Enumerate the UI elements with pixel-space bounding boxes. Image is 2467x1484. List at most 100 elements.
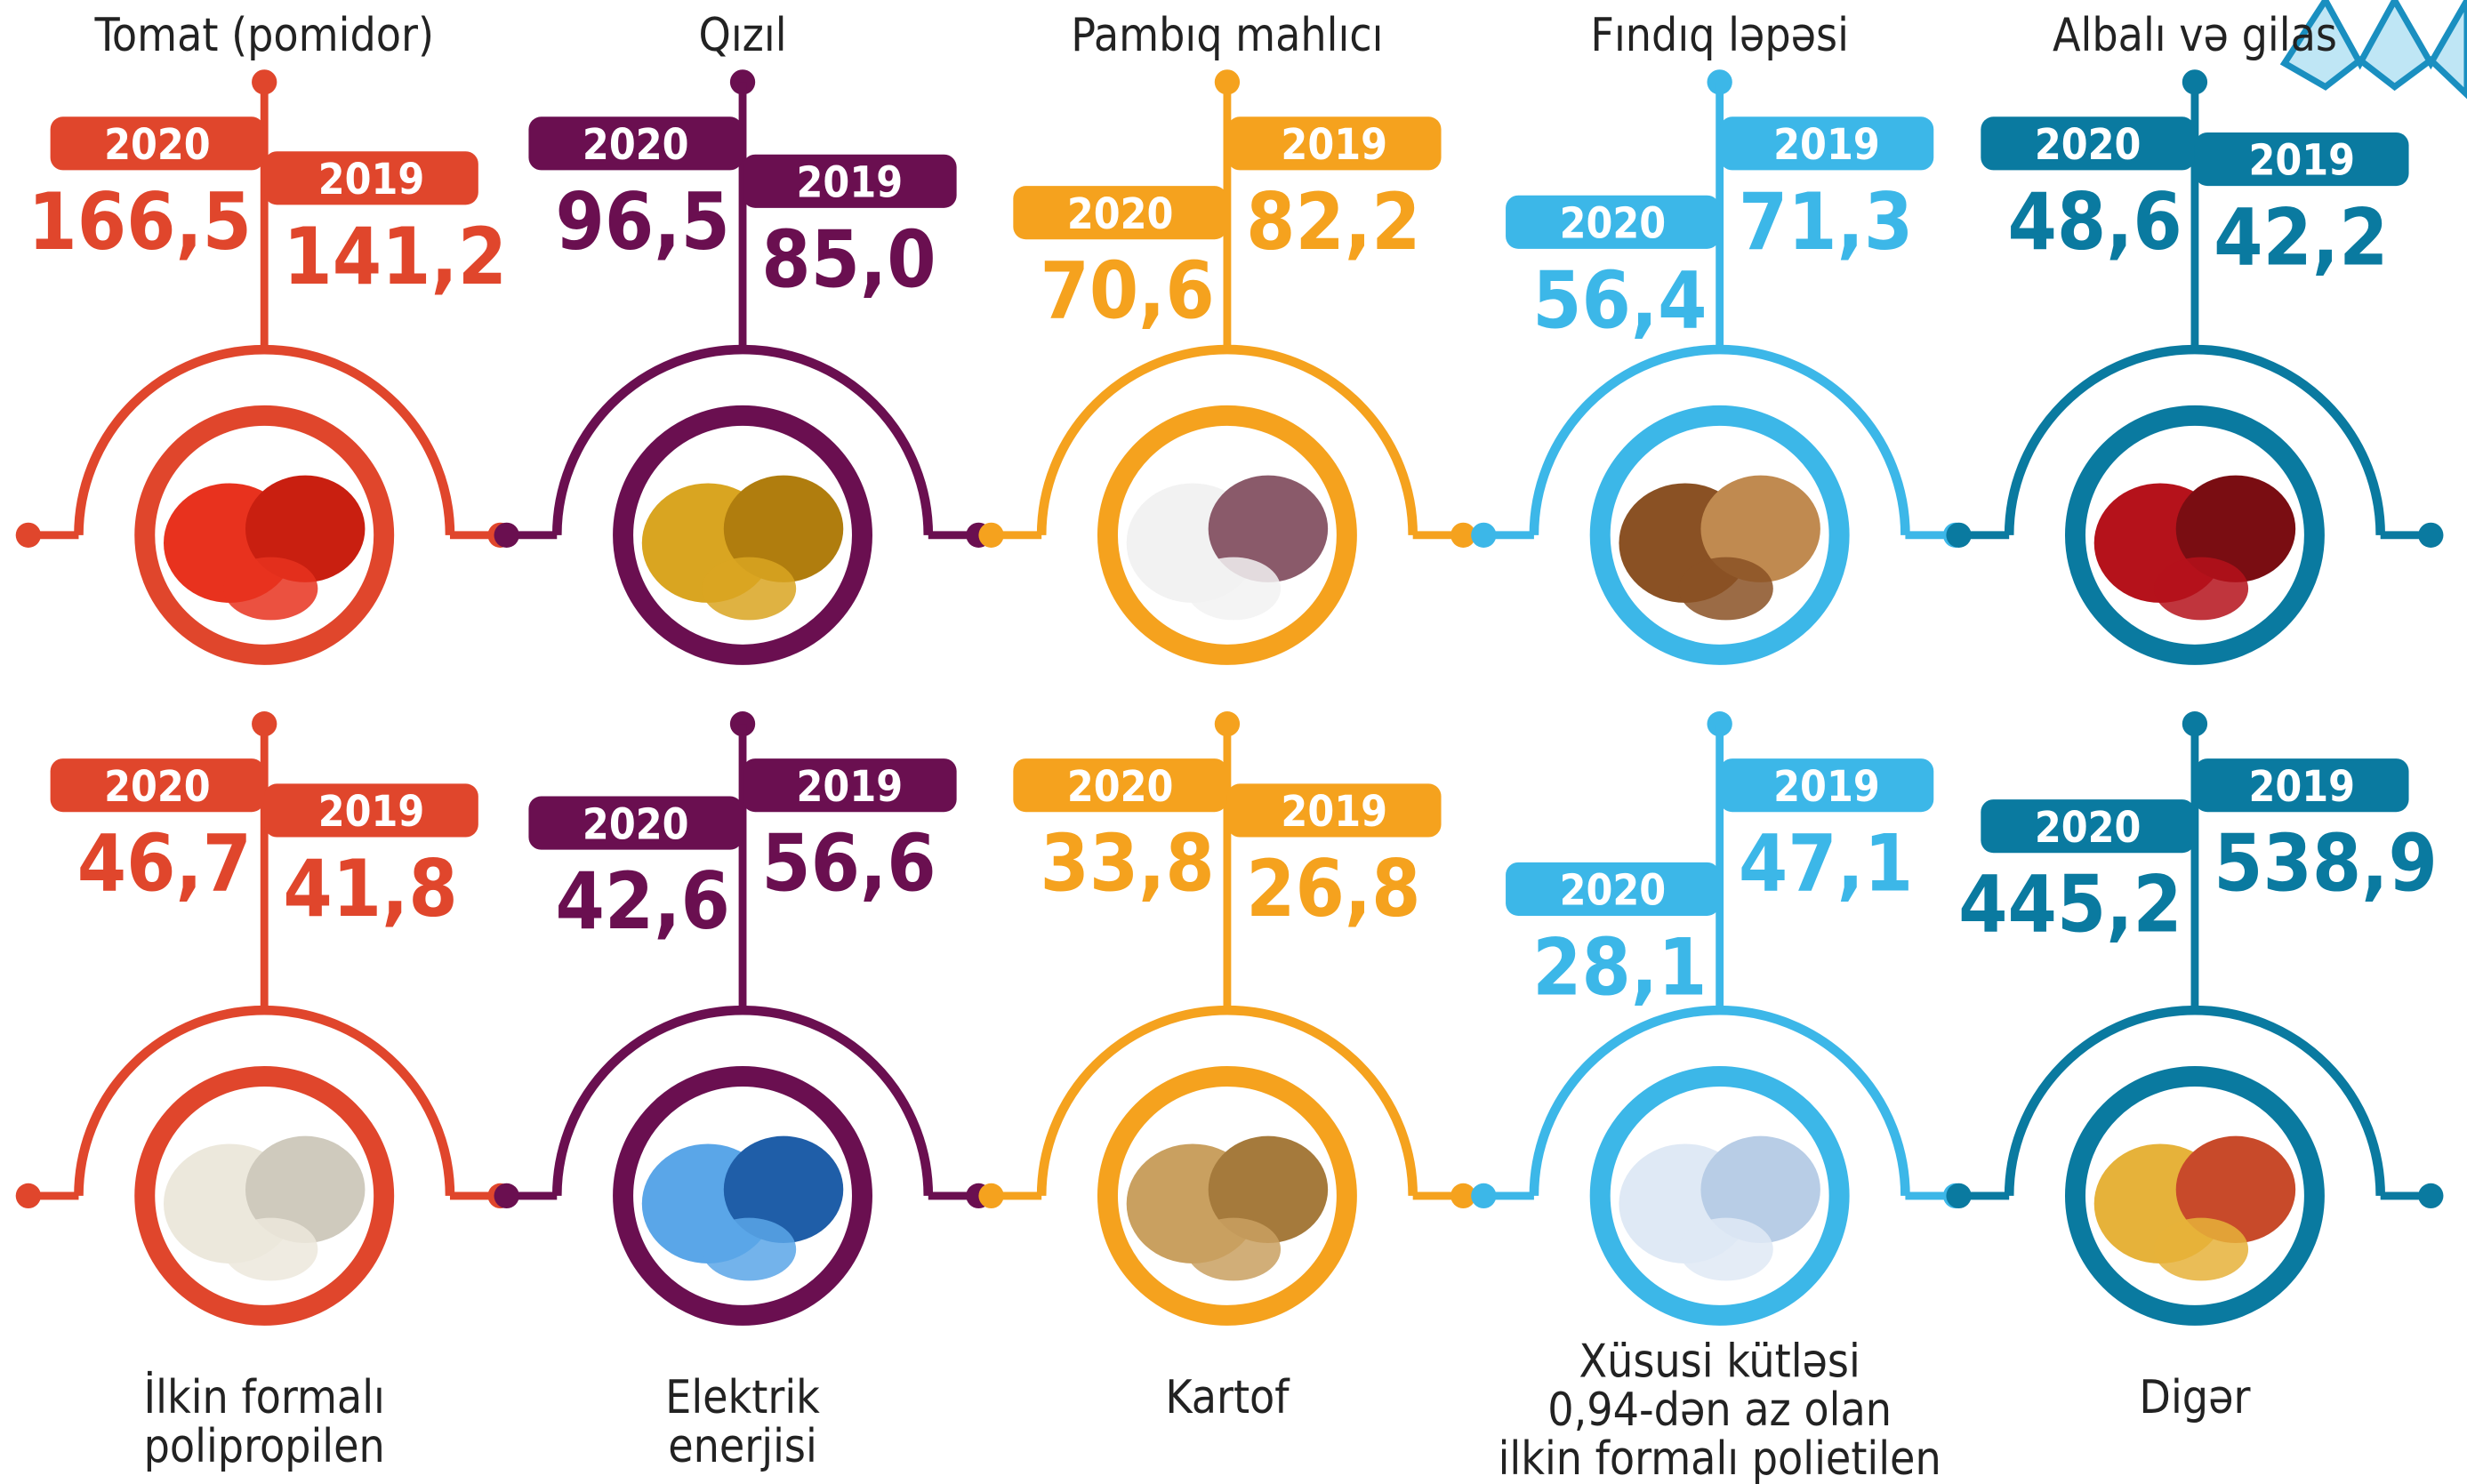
year: 2020 [2035, 121, 2142, 170]
arm-dot [978, 522, 1004, 549]
year: 2020 [1560, 867, 1667, 916]
picture [245, 475, 366, 582]
value: 42,2 [2214, 192, 2388, 284]
pill-2020 [528, 796, 743, 850]
picture [1208, 1135, 1329, 1243]
arc [2004, 1005, 2386, 1196]
year: 2019 [318, 156, 425, 205]
pill-2019 [2194, 758, 2409, 813]
pill-2020 [528, 116, 743, 171]
year: 2019 [1773, 763, 1880, 812]
item: 2020 2019 33,8 26,8 Kartof [978, 711, 1476, 1424]
label: Pambıq mahlıcı [1071, 9, 1383, 62]
picture [2153, 1217, 2249, 1281]
arm-dot [2418, 1183, 2444, 1209]
year: 2019 [318, 788, 425, 837]
arm-dot [1946, 522, 1972, 549]
arc [1529, 1005, 1910, 1196]
picture [1185, 1217, 1282, 1281]
value: 33,8 [1040, 818, 1214, 910]
value: 56,6 [761, 818, 936, 910]
label: Xüsusi kütləsi [1579, 1335, 1860, 1388]
value: 28,1 [1532, 921, 1707, 1013]
item: 2020 2019 70,6 82,2 Pambıq mahlıcı [978, 9, 1476, 665]
picture [702, 1217, 797, 1281]
item: 2020 2019 166,5 141,2 Tomat (pomidor) [15, 9, 513, 665]
value: 26,8 [1246, 843, 1420, 935]
year: 2020 [2035, 804, 2142, 853]
arc [551, 1005, 934, 1196]
pill-2019 [743, 758, 957, 813]
pill-2019 [1719, 758, 1934, 813]
pill-2019 [1226, 783, 1442, 838]
year: 2019 [797, 763, 904, 812]
year: 2020 [583, 800, 689, 849]
value: 141,2 [283, 211, 507, 302]
pill-2020 [1506, 195, 1720, 249]
year: 2020 [583, 121, 689, 170]
pill-2020 [1013, 758, 1227, 813]
picture [723, 475, 844, 582]
arm-dot [978, 1183, 1004, 1209]
year: 2019 [1281, 788, 1387, 837]
value: 41,8 [283, 843, 457, 935]
value: 47,1 [1739, 818, 1913, 910]
value: 71,3 [1739, 176, 1913, 268]
picture [1678, 1217, 1773, 1281]
picture [702, 557, 797, 621]
label: İlkin formalı [144, 1370, 385, 1424]
item: 2020 2019 445,2 538,9 Digər [1946, 711, 2444, 1424]
year: 2020 [1560, 199, 1667, 248]
item: 2020 2019 96,5 85,0 Qızıl [494, 9, 992, 665]
pill-2019 [743, 154, 957, 208]
year: 2020 [104, 121, 211, 170]
label: Qızıl [699, 9, 787, 62]
item: 2020 2019 46,7 41,8 İlkin formalıpolipropile… [15, 711, 513, 1473]
pill-2019 [2194, 132, 2409, 187]
value: 56,4 [1532, 254, 1707, 346]
arm-dot [1471, 1183, 1497, 1209]
picture [245, 1135, 366, 1243]
pill-2020 [50, 116, 265, 171]
pill-2019 [264, 783, 478, 838]
arc [1036, 1005, 1418, 1196]
picture [223, 557, 318, 621]
label: Digər [2139, 1371, 2250, 1424]
picture [1700, 1135, 1820, 1243]
arc [1036, 344, 1418, 535]
arc [74, 344, 455, 535]
label: Tomat (pomidor) [93, 9, 434, 62]
arm-dot [15, 1183, 41, 1209]
pill-2020 [50, 758, 265, 813]
arm-dot [15, 522, 41, 549]
year: 2019 [1773, 121, 1880, 170]
picture [1678, 557, 1773, 621]
year: 2019 [1281, 121, 1387, 170]
picture [2175, 475, 2296, 582]
year: 2019 [2248, 763, 2355, 812]
value: 85,0 [761, 213, 936, 305]
arm-dot [494, 1183, 519, 1209]
item: 2020 2019 48,6 42,2 Albalı və gilas [1946, 9, 2444, 665]
picture [1208, 475, 1329, 582]
value: 96,5 [556, 176, 730, 268]
label: Fındıq ləpəsi [1590, 9, 1849, 62]
picture [2175, 1135, 2296, 1243]
picture [1185, 557, 1282, 621]
label: Kartof [1165, 1371, 1290, 1424]
value: 166,5 [28, 176, 252, 268]
picture [2153, 557, 2249, 621]
label: 0,94-dən az olan [1547, 1384, 1892, 1437]
arc [1529, 344, 1910, 535]
pill-2019 [264, 151, 478, 205]
value: 48,6 [2007, 176, 2182, 268]
item: 2020 2019 56,4 71,3 Fındıq ləpəsi [1471, 9, 1969, 665]
picture [223, 1217, 318, 1281]
arm-dot [1946, 1183, 1972, 1209]
arm-dot [1471, 522, 1497, 549]
value: 42,6 [556, 855, 730, 947]
pill-2019 [1226, 116, 1442, 171]
